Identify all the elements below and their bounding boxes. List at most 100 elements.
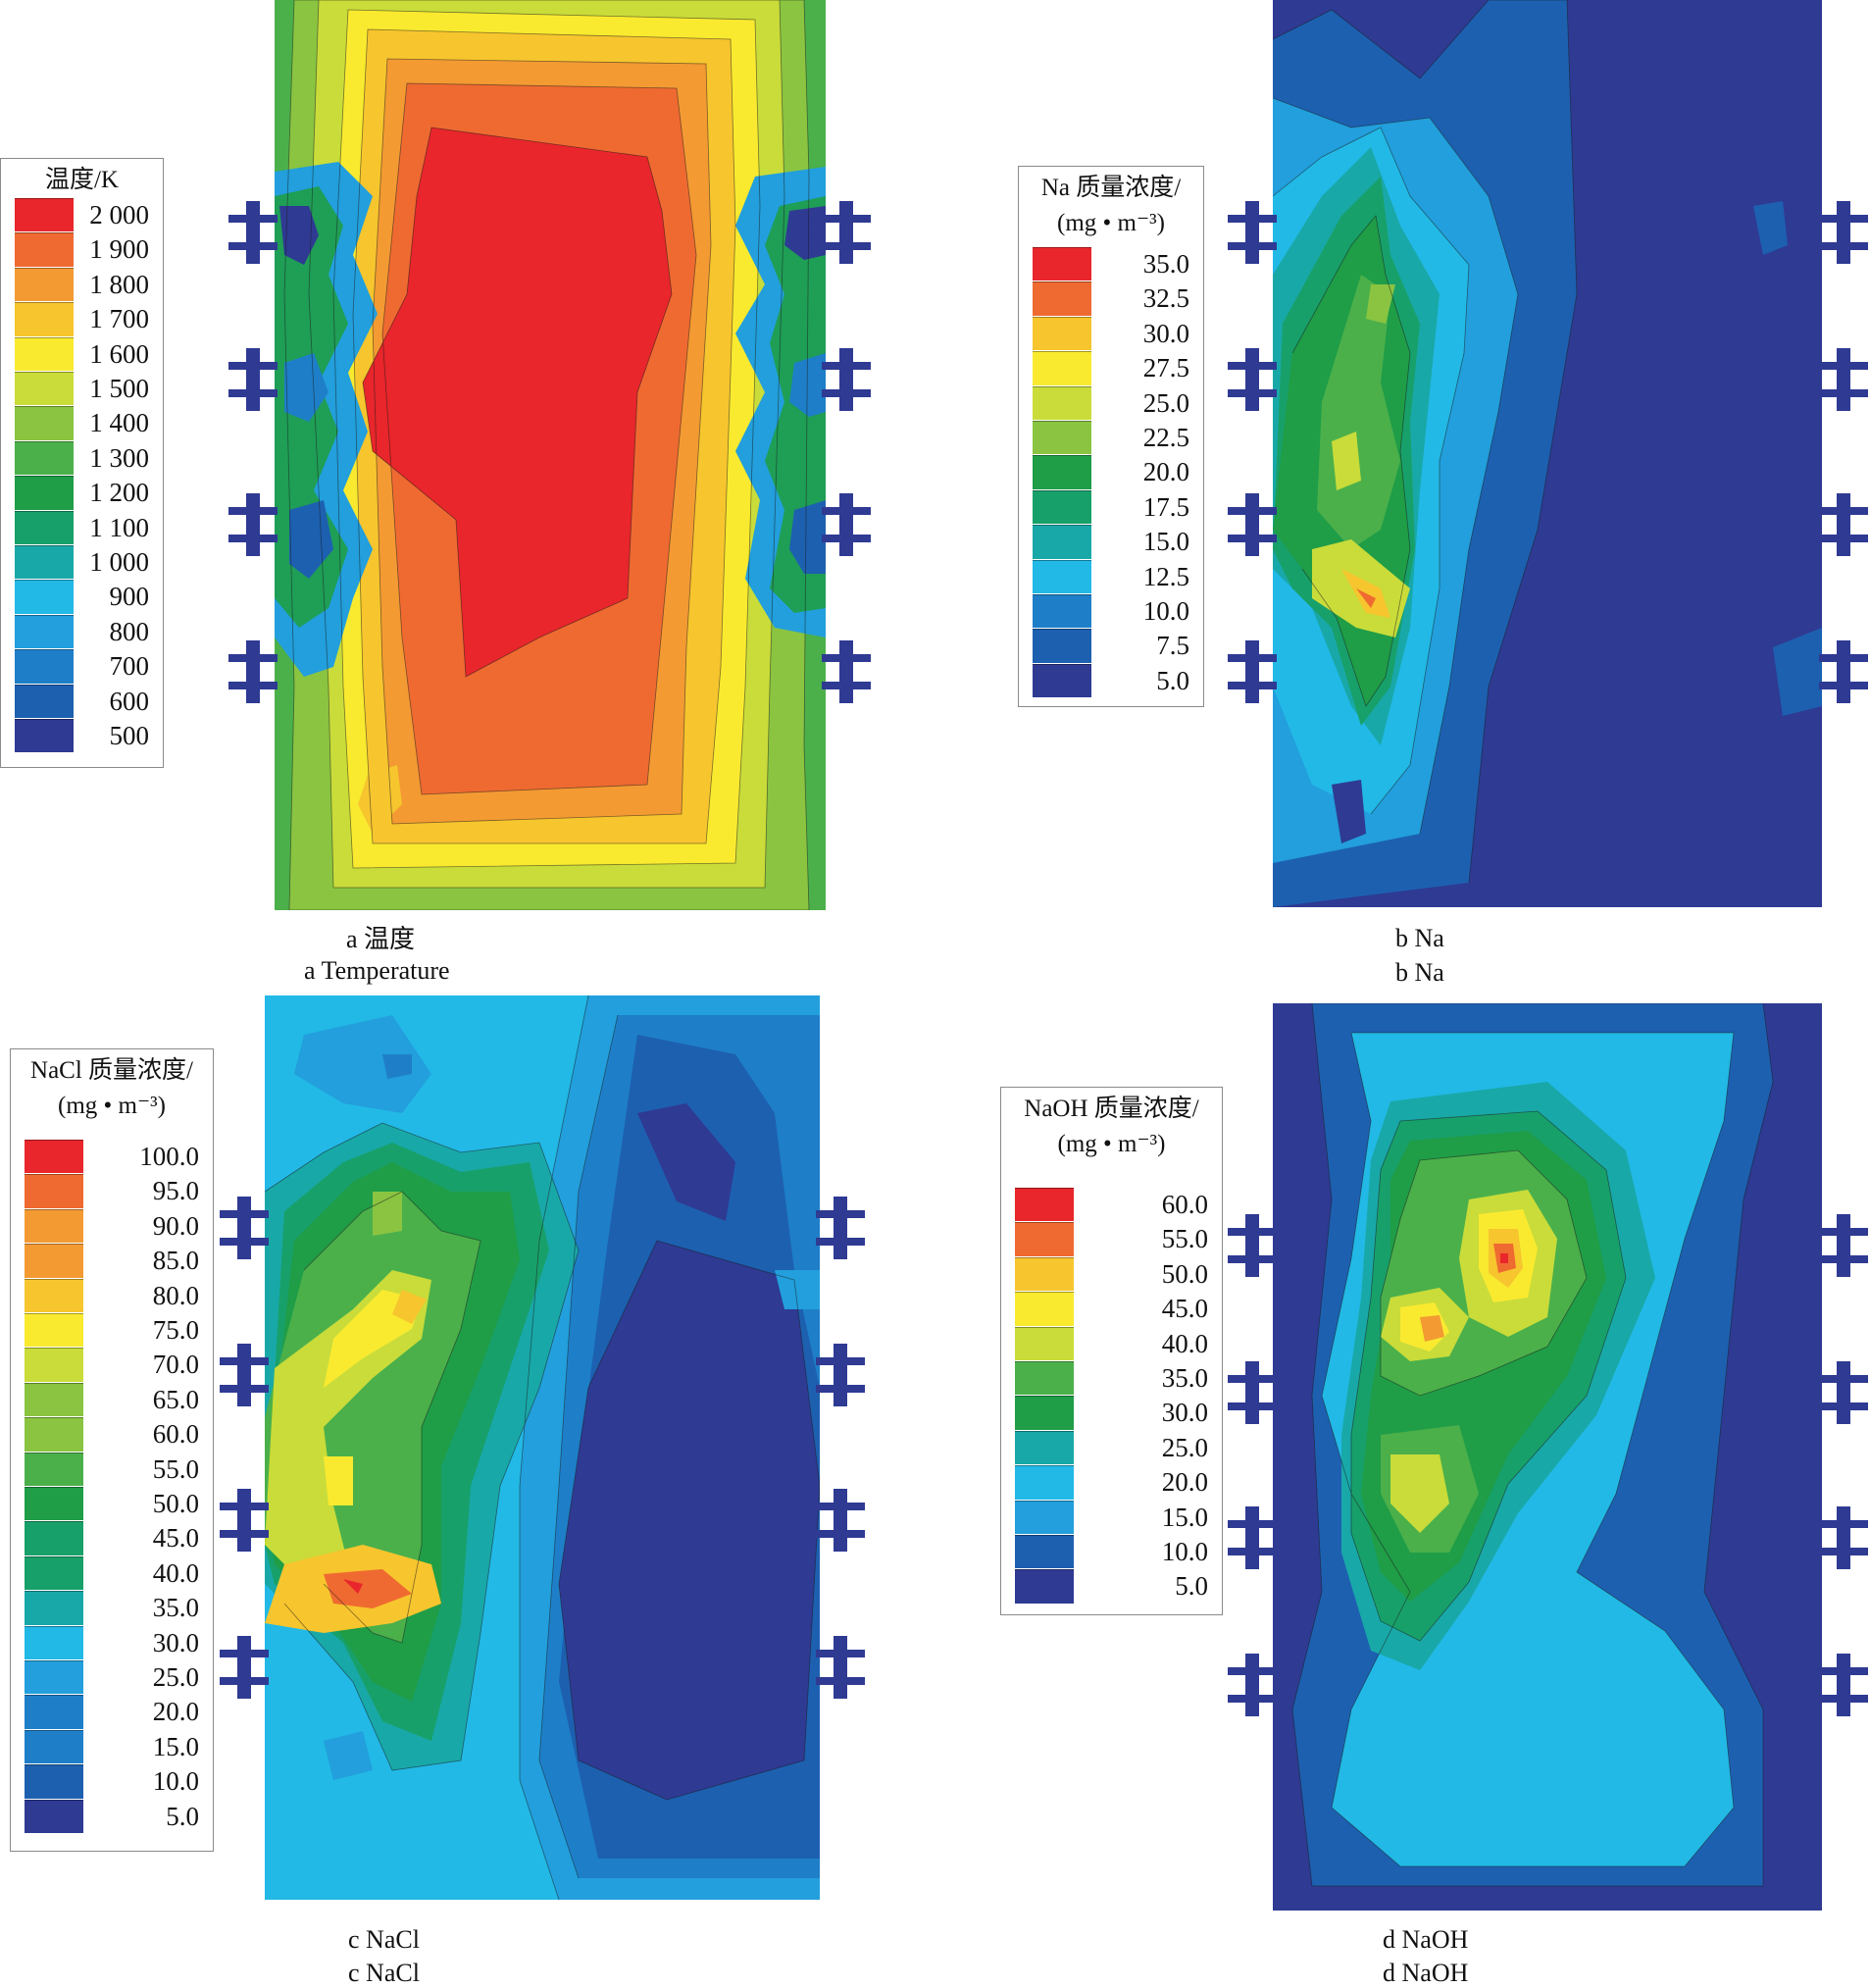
caption-en: b Na	[1395, 958, 1444, 987]
legend-swatch	[1033, 559, 1091, 593]
legend-level-label: 1 900	[89, 234, 149, 265]
legend-temperature: 温度/K 2 000 1 900 1 800 1 700 1 600 1 500 1 400…	[0, 158, 164, 768]
legend-swatch	[1033, 525, 1091, 559]
legend-title: NaCl 质量浓度/	[30, 1057, 193, 1084]
legend-level-label: 25.0	[152, 1662, 199, 1692]
legend-level-label: 30.0	[152, 1627, 199, 1657]
legend-level-label: 1 100	[89, 512, 149, 542]
legend-level-label: 800	[109, 616, 150, 646]
legend-unit: (mg • m⁻³)	[1057, 1131, 1166, 1157]
nozzle-group-left-c	[220, 1197, 269, 1699]
legend-level-label: 50.0	[152, 1489, 199, 1518]
legend-swatch	[1033, 281, 1091, 316]
contour-svg-naoh	[1273, 1003, 1822, 1911]
legend-level-label: 45.0	[152, 1523, 199, 1554]
legend-swatch	[1015, 1500, 1074, 1534]
caption-zh: c NaCl	[348, 1925, 420, 1954]
legend-level-label: 35.0	[1161, 1363, 1208, 1393]
caption-zh: a 温度	[346, 925, 416, 953]
legend-swatch	[25, 1555, 83, 1591]
legend-level-label: 35.0	[1142, 249, 1189, 279]
legend-swatch	[25, 1799, 83, 1833]
legend-level-label: 10.0	[1161, 1537, 1208, 1566]
legend-swatch	[1033, 351, 1091, 385]
legend-swatch	[15, 510, 74, 544]
legend-swatch	[1015, 1396, 1074, 1430]
legend-swatch	[15, 232, 74, 267]
legend-level-label: 1 400	[89, 408, 149, 438]
legend-swatch	[15, 336, 74, 371]
legend-swatch	[1015, 1465, 1074, 1500]
legend-title: 温度/K	[44, 167, 119, 193]
legend-level-label: 27.5	[1142, 353, 1189, 383]
legend-swatch	[15, 614, 74, 649]
caption-en: d NaOH	[1383, 1959, 1469, 1987]
legend-swatch	[25, 1729, 83, 1764]
legend-level-label: 40.0	[152, 1557, 199, 1588]
legend-level-label: 2 000	[89, 200, 149, 229]
legend-level-label: 40.0	[1161, 1328, 1208, 1358]
legend-swatch	[15, 302, 74, 336]
legend-swatch	[25, 1244, 83, 1278]
legend-swatch	[25, 1591, 83, 1625]
legend-level-label: 1 700	[89, 304, 149, 334]
legend-swatch	[1015, 1326, 1074, 1360]
legend-swatch	[25, 1313, 83, 1348]
legend-swatch	[25, 1382, 83, 1417]
legend-level-label: 30.0	[1161, 1398, 1208, 1428]
legend-level-label: 60.0	[1161, 1190, 1208, 1219]
legend-level-label: 100.0	[139, 1142, 199, 1171]
legend-swatch	[15, 198, 74, 232]
legend-swatch	[15, 580, 74, 614]
legend-level-label: 20.0	[152, 1697, 199, 1727]
legend-swatch	[1015, 1256, 1074, 1292]
contour-plot-temperature	[275, 0, 826, 910]
legend-swatch	[1033, 455, 1091, 489]
legend-level-label: 1 000	[89, 547, 149, 577]
nozzle-group-left-a	[228, 201, 278, 703]
legend-swatch	[15, 476, 74, 510]
legend-swatch	[1015, 1535, 1074, 1569]
legend-swatch	[25, 1764, 83, 1799]
legend-swatch	[25, 1140, 83, 1174]
nozzle-group-right-c	[816, 1197, 865, 1699]
legend-level-label: 600	[109, 686, 150, 716]
legend-swatch	[25, 1417, 83, 1452]
legend-swatch	[1033, 594, 1091, 629]
legend-na: Na 质量浓度/ (mg • m⁻³) 35.0 32.5 30.0 27.5 25.0…	[1018, 166, 1204, 707]
legend-swatch	[1033, 489, 1091, 525]
legend-swatch	[15, 372, 74, 406]
legend-level-label: 5.0	[1175, 1571, 1208, 1602]
legend-swatch	[15, 719, 74, 753]
legend-level-label: 1 600	[89, 338, 149, 369]
caption-en: a Temperature	[304, 956, 450, 985]
legend-level-label: 32.5	[1142, 283, 1189, 314]
legend-swatch	[1015, 1188, 1074, 1222]
legend-swatch	[1015, 1292, 1074, 1326]
legend-swatch	[1033, 663, 1091, 698]
legend-level-label: 15.0	[1142, 527, 1189, 557]
legend-swatch	[15, 649, 74, 684]
caption-zh: b Na	[1395, 924, 1444, 952]
nozzle-group-right-a	[822, 201, 871, 703]
legend-swatch	[1033, 629, 1091, 663]
legend-level-label: 5.0	[1156, 665, 1189, 695]
contour-svg-nacl	[265, 995, 820, 1900]
nozzle-group-right-b	[1819, 201, 1868, 703]
legend-swatch	[25, 1348, 83, 1382]
legend-level-label: 20.0	[1161, 1467, 1208, 1498]
legend-level-label: 55.0	[152, 1453, 199, 1484]
legend-swatch	[1033, 247, 1091, 281]
legend-unit: (mg • m⁻³)	[1057, 210, 1165, 236]
legend-level-label: 35.0	[152, 1593, 199, 1623]
legend-swatch	[25, 1625, 83, 1659]
legend-nacl: NaCl 质量浓度/ (mg • m⁻³) 100.0 95.0 90.0 85.0 8…	[10, 1048, 214, 1852]
legend-swatch	[1015, 1222, 1074, 1256]
legend-swatch	[1015, 1430, 1074, 1465]
legend-swatch	[1015, 1361, 1074, 1396]
legend-level-label: 65.0	[152, 1384, 199, 1414]
legend-swatch	[25, 1487, 83, 1521]
legend-level-label: 900	[109, 582, 150, 612]
legend-swatch	[15, 545, 74, 580]
legend-level-label: 90.0	[152, 1210, 199, 1241]
